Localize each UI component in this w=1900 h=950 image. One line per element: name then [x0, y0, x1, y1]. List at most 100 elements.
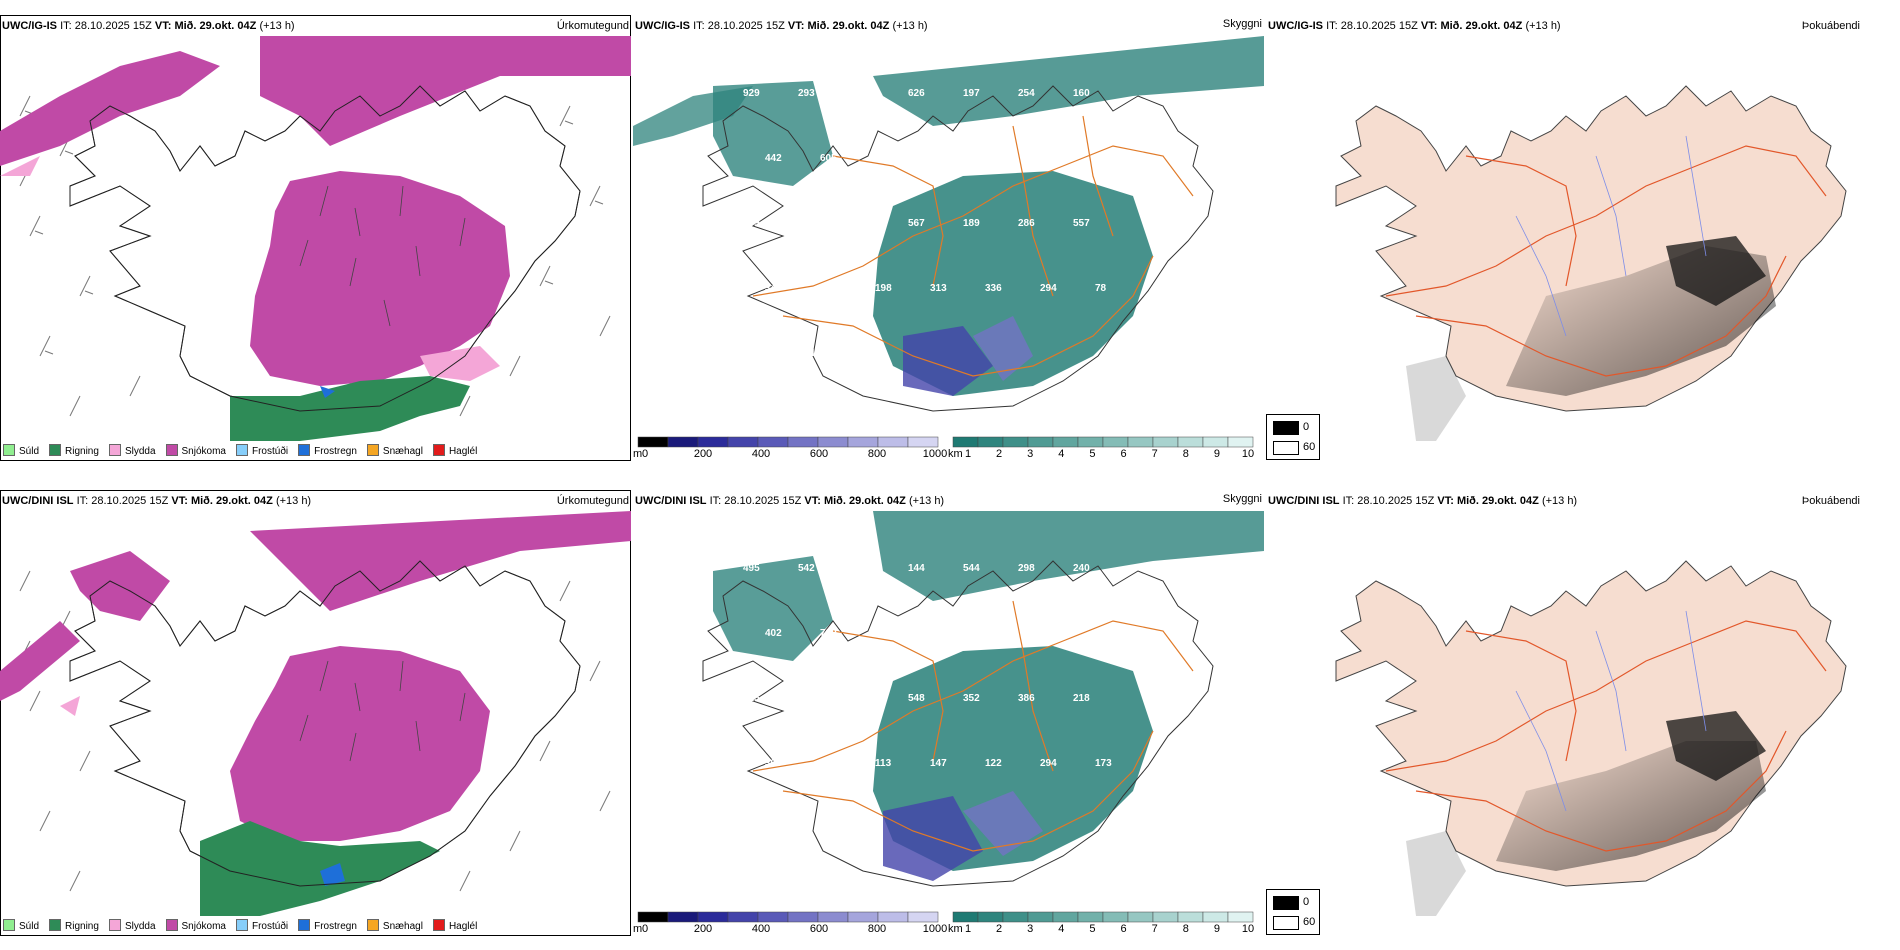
legend-item: Rigning — [49, 444, 99, 457]
visibility-value-label: 398 — [798, 218, 815, 229]
visibility-value-label: 328 — [853, 218, 870, 229]
it-label: IT: — [76, 495, 89, 507]
colorbar-tick-label: 9 — [1213, 923, 1220, 935]
visibility-value-label: 542 — [798, 563, 815, 574]
colorbar-swatch — [952, 436, 979, 448]
panel-precip-type-igis: UWC/IG-IS IT: 28.10.2025 15Z VT: Mið. 29… — [0, 0, 633, 475]
colorbar-tick-label: 200 — [693, 448, 713, 460]
valid-time: Mið. 29.okt. 04Z — [174, 20, 257, 32]
colorbar-swatch — [847, 436, 879, 448]
visibility-value-label: 254 — [1018, 88, 1035, 99]
it-label: IT: — [709, 495, 722, 507]
visibility-value-label: 173 — [1095, 758, 1112, 769]
colorbar-swatch — [877, 436, 909, 448]
visibility-value-label: 929 — [743, 88, 760, 99]
model-name: UWC/DINI ISL — [635, 495, 707, 507]
colorbar-tick-label: 0 — [641, 448, 649, 460]
it-label: IT: — [1342, 495, 1355, 507]
visibility-colorbar: km 1 2 3 4 5 6 7 8 9 10 — [948, 911, 1258, 935]
visibility-value-label: 160 — [1073, 88, 1090, 99]
panel-visibility-dini: UWC/DINI ISL IT: 28.10.2025 15Z VT: Mið.… — [633, 475, 1266, 950]
colorbar-tick-label: 7 — [1151, 448, 1158, 460]
init-time: 28.10.2025 15Z — [91, 495, 169, 507]
visibility-value-label: 456 — [853, 693, 870, 704]
lead-time: (+13 h) — [1541, 495, 1578, 507]
visibility-value-label: 240 — [1073, 563, 1090, 574]
panel-fog-igis: UWC/IG-IS IT: 28.10.2025 15Z VT: Mið. 29… — [1266, 0, 1900, 475]
panel-visibility-igis: UWC/IG-IS IT: 28.10.2025 15Z VT: Mið. 29… — [633, 0, 1266, 475]
visibility-value-label: 862 — [1095, 153, 1112, 164]
lead-time: (+13 h) — [892, 20, 928, 32]
colorbar-tick-label: 1000 — [922, 923, 948, 935]
fog-map — [1335, 85, 1847, 441]
colorbar-swatch — [977, 436, 1004, 448]
colorbar-swatch — [1102, 436, 1129, 448]
colorbar-swatch — [1202, 436, 1229, 448]
cloud-base-bar-ramp — [637, 911, 939, 923]
colorbar-tick-label: 2 — [996, 923, 1003, 935]
colorbar-swatch — [697, 436, 729, 448]
visibility-value-label: 834 — [1095, 628, 1112, 639]
visibility-value-label: 122 — [985, 758, 1002, 769]
visibility-value-label: 126 — [853, 88, 870, 99]
colorbar-tick-label: 3 — [1027, 448, 1034, 460]
visibility-value-label: 557 — [1073, 218, 1090, 229]
visibility-value-label: 294 — [1040, 283, 1057, 294]
model-name: UWC/DINI ISL — [1268, 495, 1340, 507]
colorbar-tick-label: 7 — [1151, 923, 1158, 935]
colorbar-swatch — [1002, 911, 1029, 923]
visibility-value-label: 544 — [963, 563, 980, 574]
panel-fog-dini: UWC/DINI ISL IT: 28.10.2025 15Z VT: Mið.… — [1266, 475, 1900, 950]
colorbar-tick-label: 600 — [809, 448, 829, 460]
visibility-value-label: 218 — [1073, 693, 1090, 704]
colorbar-swatch — [877, 911, 909, 923]
colorbar-swatch — [1077, 911, 1104, 923]
colorbar-tick-label: 10 — [1241, 923, 1255, 935]
model-name: UWC/IG-IS — [635, 20, 690, 32]
colorbar-swatch — [1152, 436, 1179, 448]
colorbar-tick-label: 9 — [1213, 448, 1220, 460]
visibility-unit: km — [948, 923, 963, 935]
colorbar-tick-label: 4 — [1058, 923, 1065, 935]
colorbar-swatch — [1052, 436, 1079, 448]
valid-time: Mið. 29.okt. 04Z — [1456, 495, 1539, 507]
visibility-bar-ramp — [952, 436, 1254, 448]
legend-item: Slydda — [108, 919, 156, 932]
colorbar-tick-label: 400 — [751, 448, 771, 460]
colorbar-swatch — [697, 911, 729, 923]
visibility-value-label: 308 — [765, 758, 782, 769]
visibility-value-label: 144 — [908, 563, 925, 574]
visibility-value-label: 709 — [820, 628, 837, 639]
visibility-colorbar: km 1 2 3 4 5 6 7 8 9 10 — [948, 436, 1258, 460]
visibility-value-label: 78 — [1095, 283, 1107, 294]
colorbar-tick-label: 600 — [809, 923, 829, 935]
valid-time: Mið. 29.okt. 04Z — [190, 495, 273, 507]
lead-time: (+13 h) — [259, 20, 295, 32]
it-label: IT: — [1326, 20, 1338, 32]
colorbar-swatch — [907, 911, 939, 923]
panel-title: Úrkomutegund — [556, 495, 629, 507]
legend-item: Slydda — [108, 444, 156, 457]
colorbar-swatch — [1127, 911, 1154, 923]
panel-header: UWC/DINI ISL IT: 28.10.2025 15Z VT: Mið.… — [635, 495, 944, 507]
colorbar-tick-label: 5 — [1089, 448, 1096, 460]
visibility-value-label: 386 — [1018, 693, 1035, 704]
colorbar-swatch — [637, 911, 669, 923]
colorbar-swatch — [847, 911, 879, 923]
visibility-value-label: 413 — [875, 628, 892, 639]
valid-time: Mið. 29.okt. 04Z — [1440, 20, 1523, 32]
visibility-value-label: 313 — [930, 283, 947, 294]
precip-type-legend: Súld Rigning Slydda Snjókoma Frostúði Fr… — [3, 919, 477, 932]
colorbar-swatch — [1002, 436, 1029, 448]
model-name: UWC/IG-IS — [2, 20, 57, 32]
lead-time: (+13 h) — [1525, 20, 1561, 32]
colorbar-swatch — [727, 436, 759, 448]
init-time: 28.10.2025 15Z — [707, 20, 785, 32]
visibility-value-label: 442 — [765, 153, 782, 164]
map-frame — [0, 490, 631, 936]
vt-label: VT: — [1437, 495, 1454, 507]
visibility-value-label: 567 — [908, 218, 925, 229]
colorbar-swatch — [1127, 436, 1154, 448]
colorbar-swatch — [757, 436, 789, 448]
colorbar-swatch — [1177, 911, 1204, 923]
